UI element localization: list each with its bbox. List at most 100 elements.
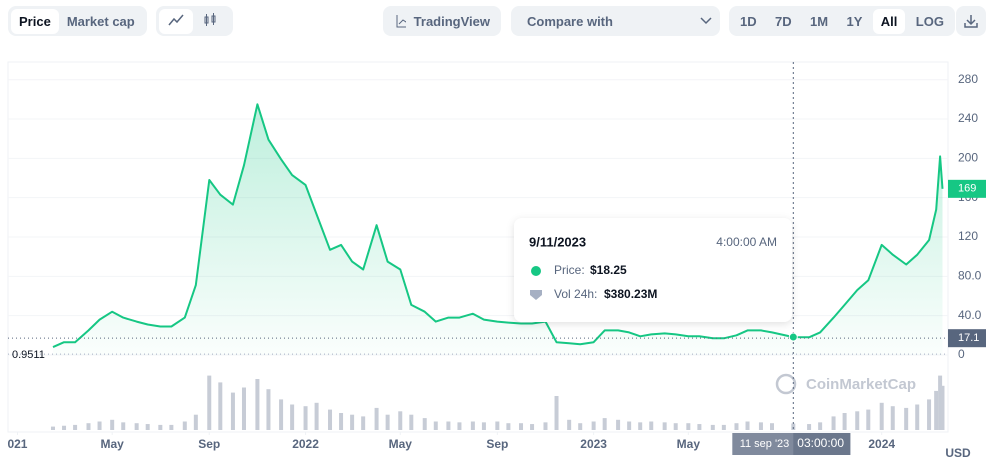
crosshair-time-box (793, 433, 851, 455)
volume-bar (567, 419, 572, 430)
volume-bar (97, 421, 102, 430)
volume-bar (433, 421, 438, 430)
volume-bar (50, 426, 55, 430)
volume-bar (169, 424, 174, 430)
volume-bar (446, 421, 451, 430)
volume-bar (721, 424, 726, 430)
x-tick-label: May (389, 437, 413, 451)
x-tick-label: May (677, 437, 701, 451)
volume-bar (649, 421, 654, 430)
volume-bar (734, 423, 739, 430)
range[interactable]: 1M (810, 13, 829, 29)
volume-bar (842, 413, 847, 430)
volume-bar (121, 422, 126, 430)
watermark-logo (775, 373, 797, 395)
range[interactable]: All (872, 8, 906, 34)
tooltip (514, 218, 792, 322)
range[interactable]: 1Y (846, 13, 863, 29)
volume-bar (710, 424, 715, 430)
crosshair-value-box (948, 329, 986, 348)
compare-label: Compare with (527, 13, 613, 29)
range[interactable]: LOG (915, 13, 944, 29)
volume-bar (602, 418, 607, 430)
volume-bar (409, 414, 414, 430)
volume-bar (904, 407, 909, 430)
range[interactable]: 1D (740, 13, 757, 29)
candle-icon[interactable] (193, 9, 227, 34)
x-tick-label: May (101, 437, 125, 451)
volume-bar (616, 419, 621, 430)
volume-bar (218, 382, 223, 430)
volume-bar (807, 424, 812, 430)
volume-bar (673, 423, 678, 430)
volume-bar (627, 421, 632, 430)
download-button[interactable] (956, 6, 986, 36)
y-tick-label: 40.0 (958, 308, 982, 322)
volume-bar (182, 421, 187, 430)
volume-bar (791, 423, 796, 430)
volume-bar (385, 414, 390, 430)
crosshair-time: 03:00:00 (797, 436, 844, 450)
tooltip-price-dot (531, 266, 541, 276)
y-tick-label: 0 (958, 347, 965, 361)
volume-bar (938, 375, 943, 430)
volume-bar (339, 413, 344, 430)
volume-bar (915, 404, 920, 430)
min-label: 0.9511 (12, 349, 45, 361)
volume-bar (879, 402, 884, 430)
volume-bar (73, 424, 78, 430)
tooltip-price: $18.25 (590, 263, 627, 277)
volume-bar (554, 396, 559, 430)
volume-bar (86, 423, 91, 430)
volume-bar (255, 379, 260, 430)
tooltip-vol-label: Vol 24h: (554, 287, 597, 301)
y-tick-label: 120 (958, 229, 978, 243)
volume-bar (927, 399, 932, 430)
volume-bar (638, 422, 643, 430)
tab[interactable]: Price (11, 8, 59, 34)
volume-bar (398, 411, 403, 430)
volume-bar (530, 424, 535, 430)
volume-bar (110, 419, 115, 430)
volume-bar (241, 387, 246, 430)
tooltip-vol: $380.23M (604, 287, 657, 301)
tooltip-date: 9/11/2023 (529, 234, 586, 249)
y-tick-label: 240 (958, 111, 978, 125)
volume-bar (279, 399, 284, 430)
volume-bar (457, 422, 462, 430)
crosshair-date: 11 sep '23 (740, 438, 790, 450)
volume-bar (940, 385, 945, 430)
volume-bar (145, 424, 150, 430)
tab-group: Price Market cap (8, 6, 147, 36)
tradingview-button[interactable]: TradingView (383, 6, 501, 36)
volume-bar (422, 418, 427, 430)
range[interactable]: 7D (775, 13, 792, 29)
volume-bar (328, 409, 333, 430)
x-tick-label: Sep (486, 437, 508, 451)
volume-bar (134, 423, 139, 430)
x-tick-label: 021 (7, 437, 27, 451)
crosshair-value: 17.1 (958, 332, 979, 344)
tooltip-vol-icon (530, 290, 542, 300)
crosshair-point (788, 332, 798, 342)
tradingview-label: TradingView (413, 13, 490, 29)
volume-bar (314, 402, 319, 430)
last-price: 169 (958, 183, 976, 195)
chart-type-group (156, 6, 233, 36)
volume-bar (831, 416, 836, 430)
x-tick-label: 2024 (868, 437, 895, 451)
price-line (52, 103, 944, 349)
volume-bar (745, 421, 750, 430)
x-tick-label: 2023 (580, 437, 607, 451)
volume-bar (481, 422, 486, 430)
tab[interactable]: Market cap (66, 13, 135, 29)
volume-bar (374, 407, 379, 430)
y-tick-label: 280 (958, 72, 978, 86)
volume-bar (855, 411, 860, 430)
line-icon[interactable] (159, 8, 193, 34)
y-tick-label: 200 (958, 151, 978, 165)
volume-bar (934, 390, 939, 430)
compare-select[interactable]: Compare with (511, 6, 720, 36)
currency: USD (945, 446, 971, 460)
